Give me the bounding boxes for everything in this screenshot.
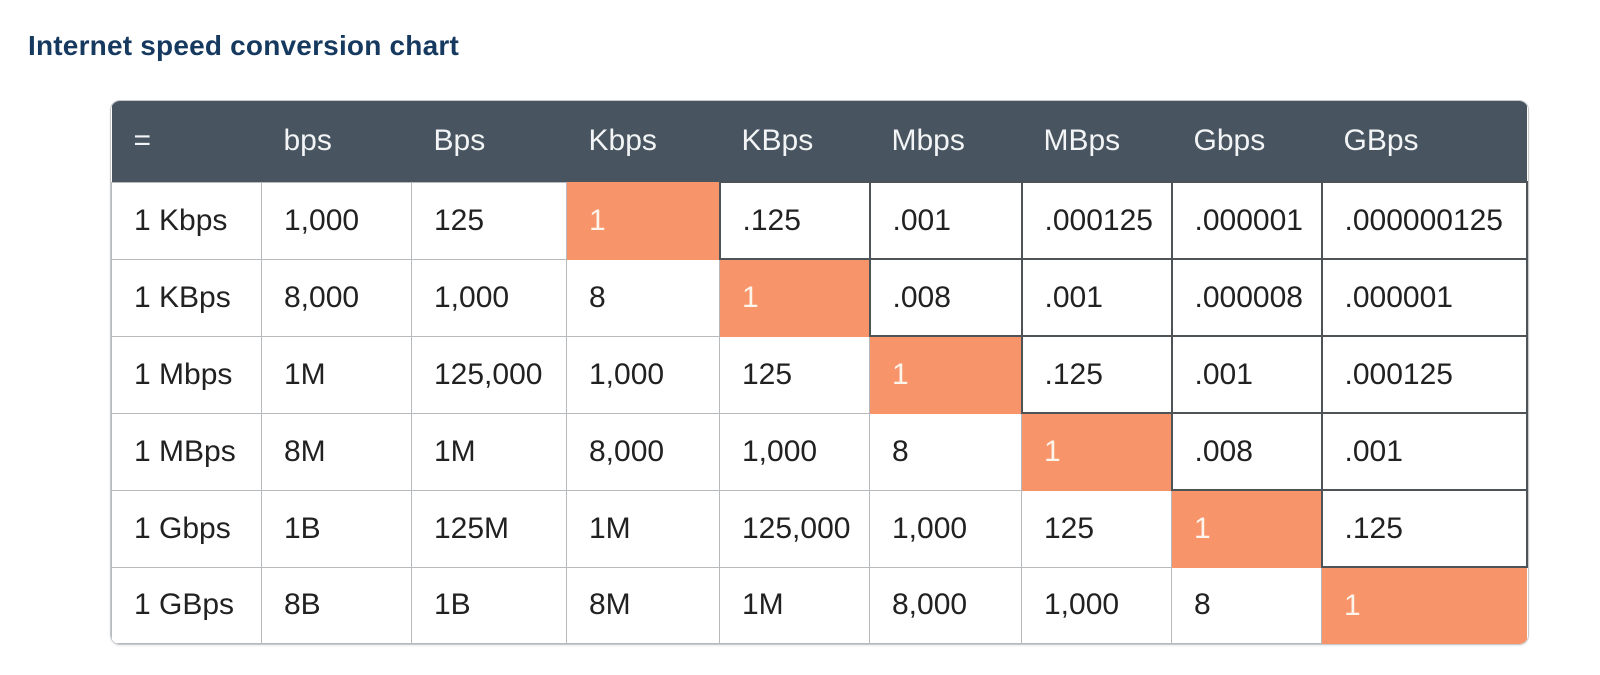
table-cell: 8 xyxy=(1171,566,1322,644)
header-row: = bps Bps Kbps KBps Mbps MBps Gbps GBps xyxy=(111,101,1527,182)
highlight-cell: 1 xyxy=(566,181,720,260)
table-cell: .125 xyxy=(1320,489,1528,568)
table-cell: 125,000 xyxy=(411,335,567,414)
table-row: 1 KBps 8,000 1,000 8 1.008.001.000008.000001 xyxy=(111,258,1528,337)
table-cell: 1,000 xyxy=(411,258,567,337)
table-cell: 1M xyxy=(261,335,412,414)
table-cell: .000000125 xyxy=(1320,181,1528,260)
table-cell: 8M xyxy=(566,566,720,644)
table-cell: .000125 xyxy=(1320,335,1528,414)
table-cell: 1M xyxy=(719,566,870,644)
table-cell: .008 xyxy=(868,258,1023,337)
highlight-cell: 1 xyxy=(1321,566,1527,644)
table-cell: .000001 xyxy=(1320,258,1528,337)
conversion-table-container: = bps Bps Kbps KBps Mbps MBps Gbps GBps 1 Kbps 1,… xyxy=(110,100,1529,645)
table-cell: 125 xyxy=(1021,489,1172,568)
table-cell: 125,000 xyxy=(719,489,870,568)
highlight-cell: 1 xyxy=(1021,412,1172,491)
table-cell: 125 xyxy=(719,335,870,414)
table-cell: 1,000 xyxy=(869,489,1022,568)
table-cell: 8 xyxy=(566,258,720,337)
column-header-Bps: Bps xyxy=(411,101,567,182)
table-cell: .001 xyxy=(1170,335,1323,414)
table-cell: 8,000 xyxy=(566,412,720,491)
row-header-cell: 1 Mbps xyxy=(111,335,262,414)
table-cell: 8M xyxy=(261,412,412,491)
table-row: 1 MBps 8M 1M 8,000 1,000 8 1.008.001 xyxy=(111,412,1528,491)
table-header: = bps Bps Kbps KBps Mbps MBps Gbps GBps xyxy=(111,101,1527,182)
highlight-cell: 1 xyxy=(719,258,870,337)
table-cell: 8 xyxy=(869,412,1022,491)
table-cell: 1,000 xyxy=(566,335,720,414)
table-cell: 8,000 xyxy=(869,566,1022,644)
conversion-table: = bps Bps Kbps KBps Mbps MBps Gbps GBps 1 Kbps 1,… xyxy=(111,101,1528,644)
table-cell: 1B xyxy=(411,566,567,644)
row-header-cell: 1 KBps xyxy=(111,258,262,337)
table-row: 1 Mbps 1M 125,000 1,000 125 1.125.001.000125 xyxy=(111,335,1528,414)
table-cell: .008 xyxy=(1170,412,1323,491)
highlight-cell: 1 xyxy=(869,335,1022,414)
table-cell: .125 xyxy=(1020,335,1173,414)
page-title: Internet speed conversion chart xyxy=(28,30,459,61)
column-header-MBps: MBps xyxy=(1021,101,1172,182)
table-row: 1 Kbps 1,000 125 1.125.001.000125.000001.00… xyxy=(111,181,1528,260)
column-header-Kbps: Kbps xyxy=(566,101,720,182)
highlight-cell: 1 xyxy=(1171,489,1322,568)
row-header-cell: 1 GBps xyxy=(111,566,262,644)
table-cell: 125M xyxy=(411,489,567,568)
table-cell: 1M xyxy=(411,412,567,491)
table-row: 1 Gbps 1B 125M 1M 125,000 1,000 125 1.125 xyxy=(111,489,1528,568)
column-header-GBps: GBps xyxy=(1321,101,1527,182)
row-header-cell: 1 Kbps xyxy=(111,181,262,260)
table-cell: .001 xyxy=(868,181,1023,260)
table-cell: 1,000 xyxy=(261,181,412,260)
table-cell: 1,000 xyxy=(719,412,870,491)
table-cell: 1,000 xyxy=(1021,566,1172,644)
table-cell: .000001 xyxy=(1170,181,1323,260)
column-header-KBps: KBps xyxy=(719,101,870,182)
row-header-cell: 1 MBps xyxy=(111,412,262,491)
column-header-Mbps: Mbps xyxy=(869,101,1022,182)
table-cell: 125 xyxy=(411,181,567,260)
column-header-bps: bps xyxy=(261,101,412,182)
table-cell: .001 xyxy=(1020,258,1173,337)
table-body: 1 Kbps 1,000 125 1.125.001.000125.000001.00… xyxy=(111,181,1528,644)
table-row: 1 GBps 8B 1B 8M 1M 8,000 1,000 8 1 xyxy=(111,566,1527,644)
table-cell: 8B xyxy=(261,566,412,644)
table-cell: .000008 xyxy=(1170,258,1323,337)
table-cell: 1B xyxy=(261,489,412,568)
table-cell: .001 xyxy=(1320,412,1528,491)
column-header-Gbps: Gbps xyxy=(1171,101,1322,182)
table-cell: .000125 xyxy=(1020,181,1173,260)
table-cell: 1M xyxy=(566,489,720,568)
table-cell: 8,000 xyxy=(261,258,412,337)
row-header-cell: 1 Gbps xyxy=(111,489,262,568)
table-cell: .125 xyxy=(718,181,871,260)
column-header-equals: = xyxy=(111,101,262,182)
